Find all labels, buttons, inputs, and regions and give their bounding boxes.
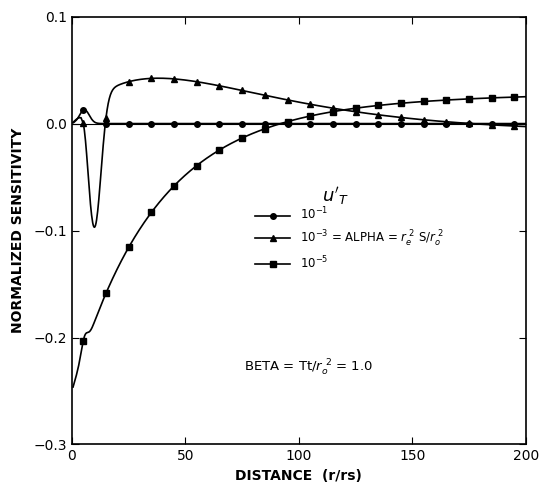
X-axis label: DISTANCE  (r/rs): DISTANCE (r/rs) [235,469,362,483]
Legend: $10^{-1}$, $10^{-3}$ = ALPHA = $r_e^{\ 2}$ S/$r_o^{\ 2}$, $10^{-5}$: $10^{-1}$, $10^{-3}$ = ALPHA = $r_e^{\ 2… [250,202,449,276]
Text: $u'_T$: $u'_T$ [322,185,349,207]
Text: BETA = Tt/$r_o^{\ 2}$ = 1.0: BETA = Tt/$r_o^{\ 2}$ = 1.0 [244,357,373,377]
Y-axis label: NORMALIZED SENSITIVITY: NORMALIZED SENSITIVITY [11,128,25,333]
